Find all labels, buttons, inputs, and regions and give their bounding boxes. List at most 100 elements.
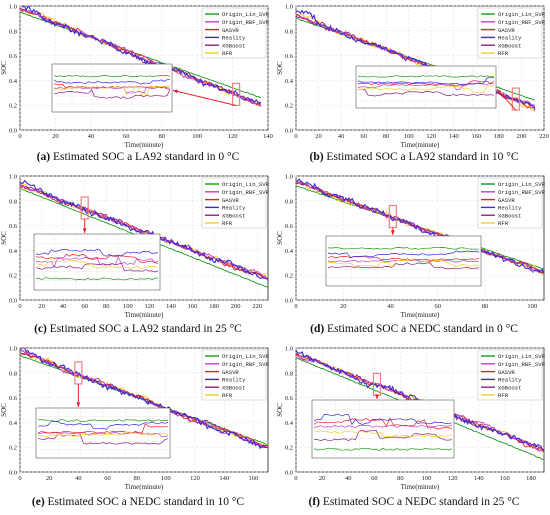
y-axis-label: SOC [276,231,284,245]
y-tick-label: 0.0 [9,128,17,135]
x-axis-label: Time(minute) [125,311,164,319]
x-tick-label: 140 [449,133,459,140]
y-tick-label: 0.4 [285,78,294,85]
panel-caption-letter: (d) [310,323,324,335]
y-tick-label: 0.2 [9,103,17,110]
x-axis-label: Time(minute) [401,483,440,491]
y-axis-label: SOC [0,61,8,75]
x-tick-label: 20 [46,475,53,482]
y-tick-label: 0.2 [285,273,293,280]
x-tick-label: 0 [294,303,297,310]
zoom-inset [311,399,455,459]
legend-entry: RFR [222,392,233,399]
inset-series-line [35,253,159,264]
legend-box [477,7,543,59]
x-axis-label: Time(minute) [401,311,440,319]
series-group [20,348,268,450]
legend-entry: GASVR [222,27,239,34]
y-tick-label: 0.0 [9,298,17,305]
x-tick-label: 40 [75,475,82,482]
x-tick-label: 0 [18,303,21,310]
legend-entry: Origin_Lin_SVR [498,353,546,360]
x-tick-label: 200 [231,303,241,310]
legend-entry: Reality [498,205,522,212]
inset-series-line [53,89,171,99]
inset-series-line [35,248,159,257]
legend-entry: Origin_RBF_SVR [222,189,270,196]
y-tick-label: 0.6 [9,53,18,60]
inset-series-line [37,419,169,422]
x-tick-label: 0 [294,133,297,140]
y-tick-label: 0.8 [285,28,293,35]
panel-caption-text: Estimated SOC a NEDC standard in 10 °C [45,496,245,508]
y-tick-label: 1.0 [285,4,293,11]
zoom-arrow-head [76,402,81,407]
y-tick-label: 0.8 [9,198,17,205]
x-tick-label: 60 [81,303,88,310]
legend-entry: Origin_Lin_SVR [222,11,270,18]
y-tick-label: 0.8 [285,198,293,205]
legend-entry: RFR [498,50,509,57]
x-axis-label: Time(minute) [125,141,164,149]
x-tick-label: 200 [517,133,527,140]
zoom-arrow-head [374,394,379,399]
inset-series-line [357,80,495,87]
chart-panel: 0.0 0.2 0.4 0.6 0.8 1.0 0 20 40 60 80 100 120 140 160 1… [276,346,546,509]
x-tick-label: 80 [383,133,390,140]
y-axis-label: SOC [0,403,8,417]
x-tick-label: 40 [345,475,352,482]
x-tick-label: 100 [422,475,432,482]
x-axis-label: Time(minute) [401,141,440,149]
x-tick-label: 80 [133,475,140,482]
legend-entry: XGBoost [498,42,522,49]
y-tick-label: 0.0 [285,298,293,305]
inset-series-line [357,82,495,91]
inset-series-line [53,74,171,78]
legend-entry: Reality [498,377,522,384]
legend-entry: XGBoost [498,212,522,219]
x-tick-label: 220 [252,303,262,310]
x-tick-label: 20 [340,303,347,310]
legend: Origin_Lin_SVROrigin_RBF_SVRGASVRReality… [201,349,270,401]
x-tick-label: 120 [426,133,436,140]
legend-entry: XGBoost [222,384,246,391]
panel-caption: (e) Estimated SOC a NEDC standard in 10 … [32,496,245,508]
panel-caption: (f) Estimated SOC a NEDC standard in 25 … [309,496,520,508]
legend-entry: RFR [222,50,233,57]
legend-entry: Reality [222,377,246,384]
inset-series-line [35,262,159,273]
legend-entry: Origin_Lin_SVR [222,181,270,188]
inset-series-line [313,430,453,438]
y-tick-label: 1.0 [9,346,17,353]
legend-entry: GASVR [498,369,515,376]
zoom-arrow-head [390,230,395,235]
x-tick-label: 100 [192,133,202,140]
legend-entry: Origin_RBF_SVR [222,19,270,26]
panel-caption: (a) Estimated SOC a LA92 standard in 0 °… [37,151,240,163]
legend-entry: RFR [498,392,509,399]
x-tick-label: 80 [103,303,110,310]
x-tick-label: 180 [526,475,536,482]
x-tick-label: 60 [104,475,111,482]
x-tick-label: 120 [145,303,155,310]
inset-series-line [357,77,495,85]
x-tick-label: 140 [219,475,229,482]
y-tick-label: 0.4 [9,248,18,255]
panel-caption-text: Estimated SOC a LA92 standard in 25 °C [47,323,242,335]
y-tick-label: 0.6 [9,395,18,402]
inset-series-line [37,431,169,437]
inset-series-line [37,423,169,434]
series-line-reality [20,179,268,280]
x-tick-label: 120 [190,475,200,482]
legend-entry: Origin_RBF_SVR [222,361,270,368]
x-tick-label: 40 [60,303,67,310]
panel-caption-text: Estimated SOC a NEDC standard in 25 °C [320,496,520,508]
x-tick-label: 40 [338,133,345,140]
x-tick-label: 140 [166,303,176,310]
chart-panel: 0.0 0.2 0.4 0.6 0.8 1.0 0 20 40 60 80 100 Time(minut… [276,174,546,336]
y-axis-label: SOC [276,61,284,75]
y-tick-label: 0.0 [9,470,17,477]
legend: Origin_Lin_SVROrigin_RBF_SVRGASVRReality… [201,177,270,229]
x-axis-label: Time(minute) [125,483,164,491]
legend-entry: RFR [498,220,509,227]
